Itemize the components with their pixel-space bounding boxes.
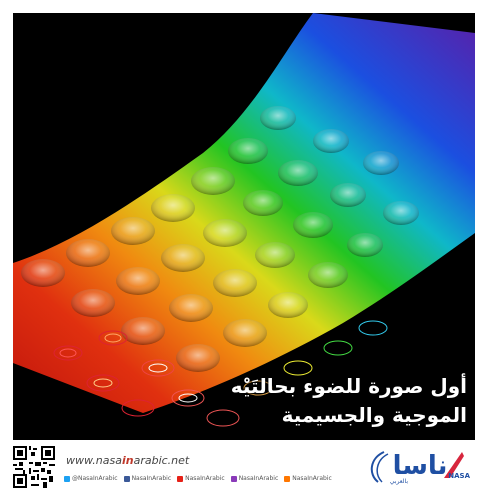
caption: أول صورة للضوء بحالتَيْه الموجية والجسيم…	[231, 372, 467, 430]
qr-code[interactable]	[13, 446, 55, 488]
website-prefix: www.nasa	[66, 454, 122, 467]
nasa-in-arabic-logo: ناسا NASA بالعربي	[358, 444, 478, 490]
logo-main-text: ناسا	[393, 451, 448, 481]
website-suffix: arabic.net	[133, 454, 190, 467]
youtube-icon	[177, 475, 184, 482]
logo-emblem: ناسا NASA	[370, 451, 471, 483]
footer: www.nasainarabic.net @NasaInArabic NasaI…	[0, 440, 488, 492]
social-links: @NasaInArabic NasaInArabic NasaInArabic …	[64, 475, 332, 482]
caption-line-1: أول صورة للضوء بحالتَيْه	[230, 374, 467, 398]
light-wave-particle-image: أول صورة للضوء بحالتَيْه الموجية والجسيم…	[13, 13, 475, 440]
website-link[interactable]: www.nasainarabic.net	[66, 454, 189, 467]
logo-badge: NASA	[448, 472, 470, 480]
soundcloud-icon	[284, 475, 291, 482]
social-youtube[interactable]: NasaInArabic	[177, 475, 225, 482]
social-facebook[interactable]: NasaInArabic	[123, 475, 171, 482]
instagram-icon	[230, 475, 237, 482]
social-instagram[interactable]: NasaInArabic	[230, 475, 278, 482]
social-soundcloud[interactable]: NasaInArabic	[284, 475, 332, 482]
twitter-icon	[64, 475, 70, 482]
logo-sub-text: بالعربي	[389, 478, 408, 485]
website-highlight: in	[121, 454, 134, 467]
facebook-icon	[123, 475, 130, 482]
social-twitter[interactable]: @NasaInArabic	[64, 475, 118, 482]
caption-line-2: الموجية والجسيمية	[281, 403, 467, 427]
contour-lines	[53, 320, 388, 427]
wave-bumps	[21, 106, 419, 372]
wave-surface-illustration	[13, 13, 475, 440]
